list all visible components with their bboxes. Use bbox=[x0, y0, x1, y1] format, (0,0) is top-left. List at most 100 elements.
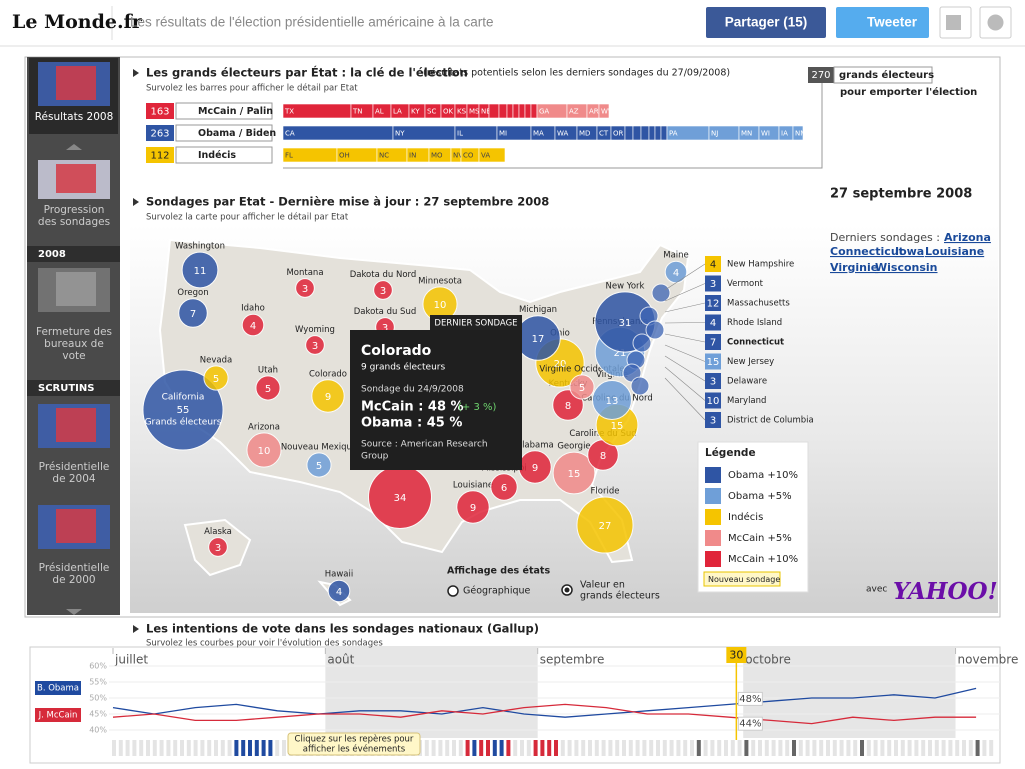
state-bubble[interactable] bbox=[305, 335, 325, 355]
event-marker[interactable] bbox=[458, 740, 463, 756]
state-bubble[interactable] bbox=[142, 369, 224, 451]
state-bubble[interactable] bbox=[306, 452, 332, 478]
state-box[interactable] bbox=[705, 256, 721, 272]
bar-segment[interactable] bbox=[640, 125, 650, 141]
event-marker[interactable] bbox=[914, 740, 919, 756]
bar-segment[interactable] bbox=[530, 103, 538, 119]
tweet-label[interactable]: Tweeter bbox=[867, 15, 918, 30]
state-box[interactable] bbox=[705, 275, 721, 292]
event-marker[interactable] bbox=[717, 740, 722, 756]
state-bubble[interactable] bbox=[241, 313, 265, 337]
state-bubble[interactable] bbox=[246, 432, 282, 468]
state-bubble[interactable] bbox=[490, 473, 518, 501]
event-marker[interactable] bbox=[180, 740, 184, 756]
event-marker[interactable] bbox=[139, 740, 144, 756]
bar-segment[interactable] bbox=[488, 103, 500, 119]
event-marker[interactable] bbox=[826, 740, 830, 756]
event-marker[interactable] bbox=[560, 740, 565, 756]
event-marker[interactable] bbox=[540, 740, 545, 756]
event-marker[interactable] bbox=[594, 740, 599, 756]
event-marker[interactable] bbox=[669, 740, 674, 756]
event-marker[interactable] bbox=[220, 740, 225, 756]
share-label[interactable]: Partager (15) bbox=[725, 15, 808, 30]
state-box[interactable] bbox=[705, 412, 721, 428]
event-marker[interactable] bbox=[554, 740, 558, 756]
state-box[interactable] bbox=[705, 314, 721, 331]
event-marker[interactable] bbox=[159, 740, 164, 756]
event-marker[interactable] bbox=[234, 740, 239, 756]
event-marker[interactable] bbox=[737, 740, 742, 756]
state-bubble[interactable] bbox=[295, 278, 315, 298]
event-marker[interactable] bbox=[118, 740, 123, 756]
event-marker[interactable] bbox=[424, 740, 429, 756]
state-bubble[interactable] bbox=[255, 375, 281, 401]
state-bubble[interactable] bbox=[327, 579, 351, 603]
radio[interactable] bbox=[447, 585, 459, 597]
event-marker[interactable] bbox=[792, 740, 796, 756]
poll-link[interactable]: Connecticut bbox=[830, 245, 904, 258]
event-marker[interactable] bbox=[261, 740, 266, 756]
event-marker[interactable] bbox=[166, 740, 171, 756]
event-marker[interactable] bbox=[152, 740, 157, 756]
event-marker[interactable] bbox=[506, 740, 511, 756]
event-marker[interactable] bbox=[724, 740, 728, 756]
bar-segment[interactable] bbox=[792, 125, 804, 141]
event-marker[interactable] bbox=[758, 740, 762, 756]
event-marker[interactable] bbox=[955, 740, 960, 756]
scroll-up[interactable] bbox=[66, 144, 82, 150]
bar-segment[interactable] bbox=[624, 125, 634, 141]
event-marker[interactable] bbox=[948, 740, 953, 756]
state-bubble[interactable] bbox=[552, 451, 596, 495]
event-marker[interactable] bbox=[690, 740, 694, 756]
bar-segment[interactable] bbox=[518, 103, 526, 119]
event-marker[interactable] bbox=[581, 740, 586, 756]
event-marker[interactable] bbox=[934, 740, 939, 756]
event-marker[interactable] bbox=[567, 740, 572, 756]
event-marker[interactable] bbox=[622, 740, 626, 756]
event-marker[interactable] bbox=[928, 740, 932, 756]
bar-segment[interactable] bbox=[478, 147, 506, 163]
line[interactable] bbox=[112, 703, 977, 725]
event-marker[interactable] bbox=[268, 740, 273, 756]
event-marker[interactable] bbox=[472, 740, 477, 756]
event-marker[interactable] bbox=[452, 740, 456, 756]
event-marker[interactable] bbox=[248, 740, 252, 756]
state-bubble[interactable] bbox=[181, 251, 219, 289]
event-marker[interactable] bbox=[656, 740, 660, 756]
event-marker[interactable] bbox=[860, 740, 864, 756]
event-marker[interactable] bbox=[703, 740, 708, 756]
event-marker[interactable] bbox=[574, 740, 579, 756]
event-marker[interactable] bbox=[445, 740, 450, 756]
event-marker[interactable] bbox=[520, 740, 524, 756]
event-marker[interactable] bbox=[921, 740, 926, 756]
bar-segment[interactable] bbox=[498, 103, 508, 119]
event-marker[interactable] bbox=[676, 740, 681, 756]
bar-segment[interactable] bbox=[506, 103, 514, 119]
event-marker[interactable] bbox=[853, 740, 858, 756]
state-box[interactable] bbox=[705, 353, 721, 370]
event-marker[interactable] bbox=[479, 740, 484, 756]
event-marker[interactable] bbox=[282, 740, 286, 756]
state-bubble[interactable] bbox=[311, 379, 345, 413]
event-marker[interactable] bbox=[662, 740, 667, 756]
event-marker[interactable] bbox=[146, 740, 150, 756]
bar-segment[interactable] bbox=[632, 125, 642, 141]
event-marker[interactable] bbox=[608, 740, 613, 756]
event-marker[interactable] bbox=[873, 740, 878, 756]
event-marker[interactable] bbox=[214, 740, 218, 756]
share-button[interactable] bbox=[706, 7, 826, 38]
state-bubble[interactable] bbox=[373, 280, 393, 300]
state-bubble[interactable] bbox=[208, 537, 228, 557]
event-marker[interactable] bbox=[744, 740, 749, 756]
event-marker[interactable] bbox=[751, 740, 756, 756]
poll-link[interactable]: Arizona bbox=[944, 231, 991, 244]
event-marker[interactable] bbox=[649, 740, 654, 756]
event-marker[interactable] bbox=[805, 740, 810, 756]
event-marker[interactable] bbox=[431, 740, 436, 756]
event-marker[interactable] bbox=[227, 740, 232, 756]
state-bubble[interactable] bbox=[456, 490, 490, 524]
event-marker[interactable] bbox=[975, 740, 980, 756]
event-marker[interactable] bbox=[526, 740, 531, 756]
event-marker[interactable] bbox=[465, 740, 470, 756]
state-box[interactable] bbox=[705, 295, 721, 311]
